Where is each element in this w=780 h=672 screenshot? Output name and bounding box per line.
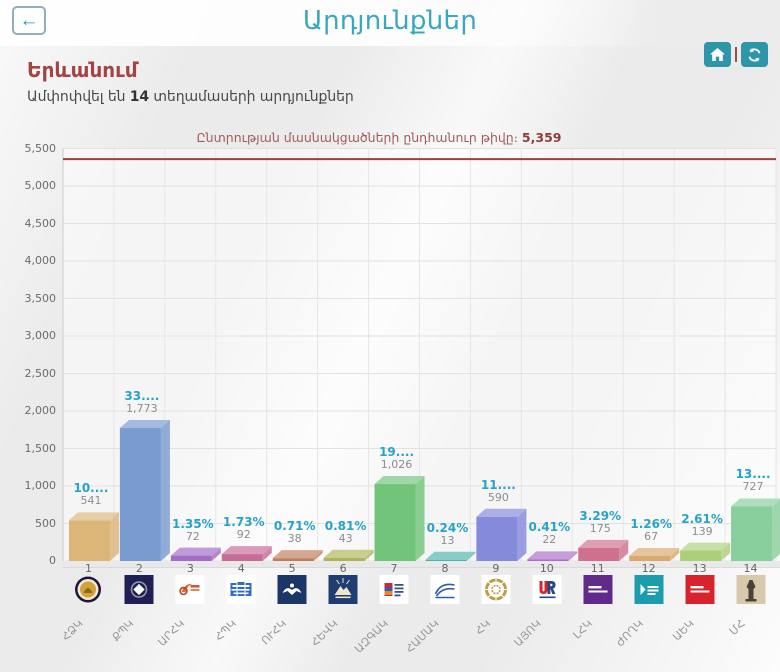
chart-title: Ընտրության մասնակցածների ընդհանուր թիվը։… <box>0 130 758 145</box>
bar-count-label: 1,773 <box>126 402 158 416</box>
bar-count-label: 139 <box>691 524 713 538</box>
y-axis-label: 500 <box>35 516 56 530</box>
party-6-logo <box>328 575 358 604</box>
x-axis-number: 2 <box>135 562 143 575</box>
party-7-logo <box>379 575 409 604</box>
party-4-logo <box>226 575 256 604</box>
refresh-button[interactable] <box>741 42 768 67</box>
bar-percent-label: 10.... <box>73 481 109 496</box>
home-button[interactable] <box>704 42 731 67</box>
region-title: Երևանում <box>27 58 138 82</box>
summary-suffix: տեղամասերի արդյունքներ <box>153 89 354 105</box>
bar-count-label: 13 <box>440 533 455 547</box>
bar-percent-label: 3.29% <box>579 508 622 523</box>
bar-count-label: 541 <box>80 494 102 508</box>
bar-count-label: 92 <box>236 528 251 542</box>
x-axis-number: 11 <box>590 562 605 575</box>
party-3-logo <box>175 575 205 604</box>
party-9-logo <box>481 575 511 604</box>
bar-count-label: 67 <box>644 529 659 543</box>
bar-percent-label: 11.... <box>480 477 516 492</box>
top-band <box>0 0 780 46</box>
bar-percent-label: 0.71% <box>273 519 316 534</box>
x-axis-number: 14 <box>743 562 758 575</box>
y-axis-label: 2,000 <box>24 404 57 417</box>
x-axis-number: 5 <box>288 562 296 575</box>
home-icon <box>710 48 725 61</box>
bar-percent-label: 1.73% <box>222 515 265 530</box>
x-axis-number: 4 <box>237 562 245 575</box>
y-axis-label: 5,000 <box>24 179 57 192</box>
y-axis-label: 4,000 <box>24 254 57 267</box>
y-axis-label: 2,500 <box>24 366 57 380</box>
y-axis-label: 1,000 <box>24 479 57 492</box>
party-5-logo <box>277 575 307 604</box>
x-axis-number: 12 <box>641 562 656 575</box>
y-axis-label: 3,000 <box>24 329 57 342</box>
back-arrow-icon: ← <box>19 10 39 31</box>
bar-count-label: 22 <box>542 533 557 547</box>
bar-count-label: 38 <box>287 532 302 546</box>
party-11-logo <box>583 575 613 604</box>
bar-percent-label: 33.... <box>124 389 160 404</box>
party-13-logo <box>685 575 715 604</box>
chart-title-text: Ընտրության մասնակցածների ընդհանուր թիվը։ <box>196 130 518 145</box>
y-axis-label: 1,500 <box>24 441 57 455</box>
bar-percent-label: 0.41% <box>528 520 571 535</box>
summary-count: 14 <box>129 89 150 105</box>
bar-count-label: 590 <box>487 490 509 504</box>
y-axis-label: 3,500 <box>24 291 57 305</box>
bar-percent-label: 19.... <box>379 445 414 460</box>
x-axis-number: 3 <box>186 562 194 575</box>
y-axis-label: 0 <box>49 554 56 567</box>
party-10-logo <box>532 575 562 604</box>
x-axis-number: 9 <box>492 562 500 575</box>
region-subtitle: Ամփոփվել են 14 տեղամասերի արդյունքներ <box>27 89 354 105</box>
y-axis-label: 4,500 <box>24 216 57 230</box>
bar-count-label: 1,026 <box>380 458 413 472</box>
summary-prefix: Ամփոփվել են <box>27 89 126 105</box>
y-axis-label: 5,500 <box>24 141 57 155</box>
back-button[interactable]: ← <box>12 6 46 35</box>
bar-count-label: 175 <box>589 521 611 535</box>
party-8-logo <box>430 575 460 604</box>
party-12-logo <box>634 575 664 604</box>
bar-percent-label: 13.... <box>735 467 771 482</box>
x-axis-number: 6 <box>339 562 347 575</box>
bar-count-label: 43 <box>338 531 353 545</box>
x-axis-number: 10 <box>539 562 554 575</box>
bar-percent-label: 0.24% <box>426 520 469 535</box>
toolbar-divider <box>735 47 737 62</box>
party-1-logo <box>74 575 103 604</box>
total-participants-value: 5,359 <box>521 130 562 145</box>
bar-percent-label: 1.35% <box>171 516 214 531</box>
party-2-logo <box>124 575 154 604</box>
refresh-icon <box>748 47 761 62</box>
party-14-logo <box>736 575 766 604</box>
x-axis-number: 8 <box>441 562 449 575</box>
x-axis-number: 7 <box>390 562 398 575</box>
bar-percent-label: 2.61% <box>681 511 723 526</box>
bar-percent-label: 0.81% <box>324 518 367 533</box>
bar-percent-label: 1.26% <box>630 516 672 531</box>
page-title: Արդյունքներ <box>302 6 478 36</box>
bar-count-label: 727 <box>742 480 764 494</box>
x-axis-number: 13 <box>692 562 707 575</box>
x-axis-number: 1 <box>84 562 92 575</box>
bar-count-label: 72 <box>185 529 200 543</box>
